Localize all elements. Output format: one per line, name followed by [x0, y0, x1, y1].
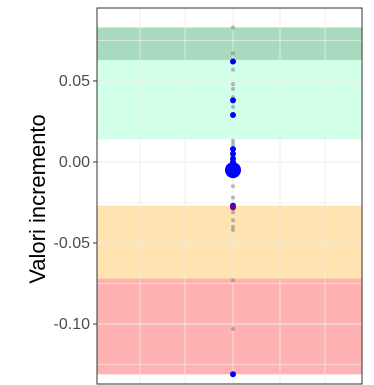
data-point [230, 204, 236, 211]
y-axis: 0.05 0.00 -0.05 -0.10 [54, 73, 97, 333]
y-tick-label: 0.05 [59, 73, 90, 90]
data-point [230, 111, 236, 118]
data-point [231, 278, 235, 283]
data-point [231, 218, 235, 223]
data-point [230, 58, 236, 65]
data-point [230, 146, 236, 152]
band-red [97, 278, 362, 375]
data-point [231, 104, 235, 109]
band-orange [97, 205, 362, 279]
data-point [230, 97, 236, 104]
data-point [231, 87, 235, 92]
data-point [231, 326, 235, 331]
y-axis-title: Valori incremento [25, 114, 50, 284]
data-point [231, 138, 235, 143]
band-dark-green [97, 27, 362, 60]
data-point [225, 162, 241, 179]
data-point [231, 184, 235, 189]
data-point [231, 82, 235, 87]
grid-layer [97, 8, 362, 384]
data-point [231, 25, 235, 30]
bands-layer [97, 27, 362, 375]
y-tick-label: -0.05 [54, 235, 91, 252]
data-point [231, 224, 235, 229]
band-green [97, 27, 362, 140]
data-point [231, 210, 235, 215]
y-tick-label: -0.10 [54, 316, 91, 333]
panel-border [96, 7, 363, 385]
data-point [230, 371, 236, 378]
data-point [231, 142, 235, 147]
y-tick-label: 0.00 [59, 154, 90, 171]
data-point [231, 195, 235, 200]
data-point [231, 51, 235, 56]
points-layer [225, 25, 241, 378]
data-point [230, 150, 236, 157]
data-point [231, 228, 235, 233]
data-point [231, 67, 235, 72]
